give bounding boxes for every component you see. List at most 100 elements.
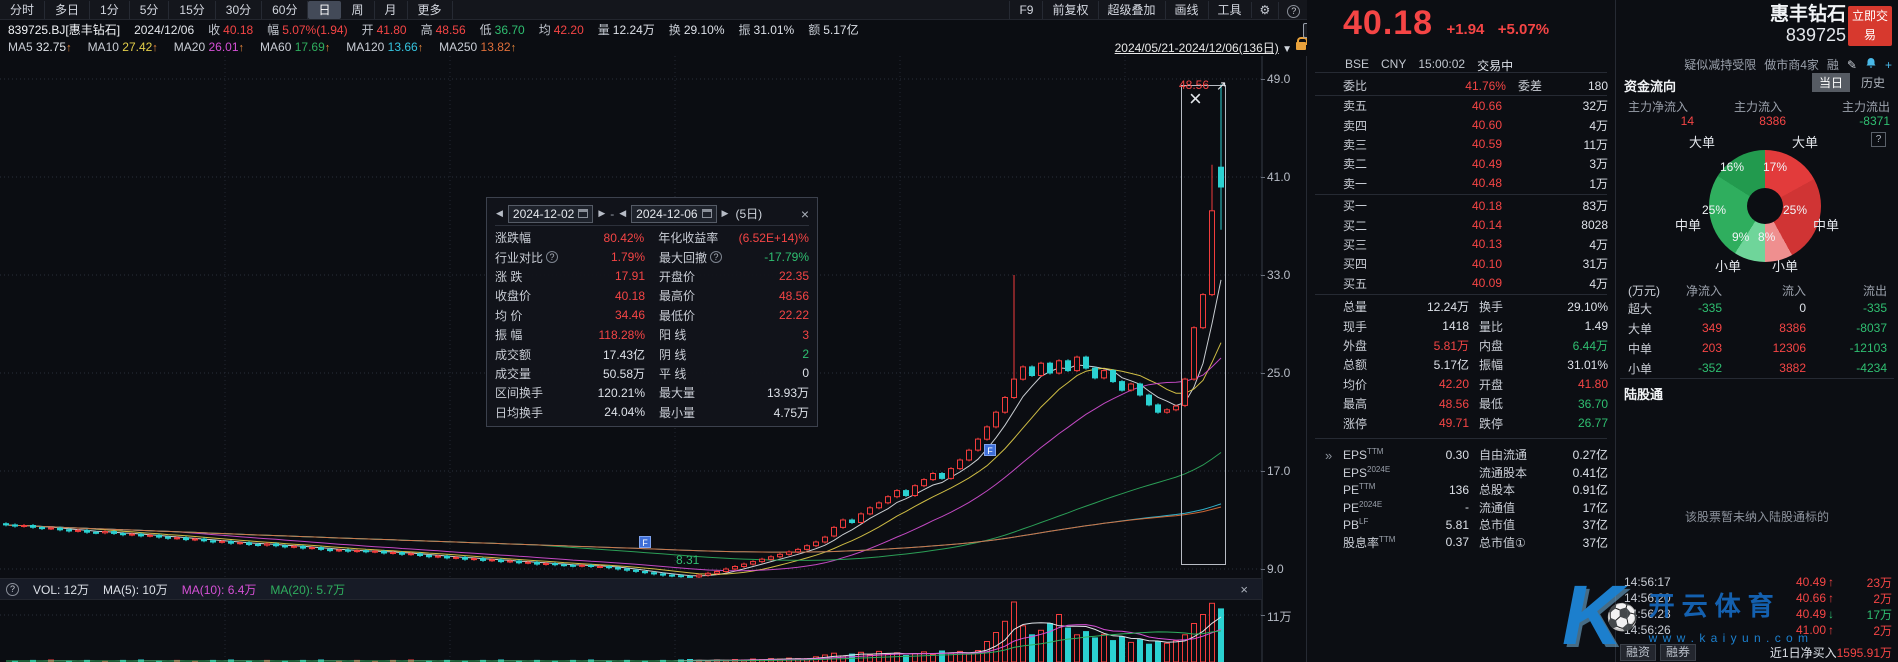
toolbar-tool[interactable]: 超级叠加 xyxy=(1097,1,1165,19)
period-tab[interactable]: 15分 xyxy=(169,0,216,19)
pencil-icon[interactable]: ✎ xyxy=(1846,57,1857,72)
period-tab[interactable]: 周 xyxy=(342,0,375,19)
pie-label: 小单 xyxy=(1715,259,1742,274)
tab-history[interactable]: 历史 xyxy=(1860,76,1885,90)
next-arrow-icon[interactable]: ▶ xyxy=(598,208,606,218)
tick-price: 40.49 ↓ xyxy=(1795,607,1834,621)
stat-row: PBLF 5.81 总市值 37亿 xyxy=(1307,516,1615,534)
period-tab[interactable]: 30分 xyxy=(216,0,263,19)
next-arrow-icon[interactable]: ▶ xyxy=(721,208,729,218)
period-tab[interactable]: 月 xyxy=(375,0,408,19)
tooltip-row: 成交量? 50.58万 平 线? 0 xyxy=(495,364,809,383)
prev-arrow-icon[interactable]: ◀ xyxy=(619,208,627,218)
cursor-cross-icon[interactable]: × xyxy=(1189,86,1202,111)
stat-value: 24.04% xyxy=(604,405,645,420)
info-field: 收 40.18 xyxy=(208,23,254,37)
level-label: 卖一 xyxy=(1343,176,1368,191)
period-tab[interactable]: 更多 xyxy=(408,0,453,19)
help-icon[interactable]: ? xyxy=(1278,1,1308,19)
info-field: 额 5.17亿 xyxy=(808,23,859,37)
order-book-row[interactable]: 卖二 40.49 3万 xyxy=(1307,154,1615,173)
stat-value: 12.24万 xyxy=(1426,300,1469,315)
period-tab[interactable]: 5分 xyxy=(130,0,170,19)
tooltip-row: 成交额? 17.43亿 阴 线? 2 xyxy=(495,344,809,363)
stat-value: 5.17亿 xyxy=(1433,358,1469,373)
inflow: 12306 xyxy=(1772,341,1806,355)
tick-row: 14:56:20 40.66 ↑ 2万 xyxy=(1616,590,1898,606)
help-icon[interactable]: ? xyxy=(1871,132,1886,147)
trade-date: 2024/12/06 xyxy=(134,22,195,37)
toolbar-tool[interactable]: 工具 xyxy=(1207,1,1251,19)
calendar-icon xyxy=(578,209,589,218)
help-icon[interactable]: ? xyxy=(6,582,19,596)
bid-levels: 买一 40.18 83万 买二 40.14 8028 买三 40.13 4万 买… xyxy=(1307,196,1615,293)
bell-icon[interactable] xyxy=(1865,57,1877,72)
date-to-input[interactable]: 2024-12-06 xyxy=(631,204,717,223)
stat-value: -17.79% xyxy=(764,250,809,265)
trade-now-button[interactable]: 立即交易 xyxy=(1848,6,1892,46)
period-tab[interactable]: 1分 xyxy=(90,0,130,19)
stat-label: 量比 xyxy=(1479,319,1504,334)
order-book-row[interactable]: 卖三 40.59 11万 xyxy=(1307,135,1615,154)
event-flag[interactable]: F xyxy=(984,444,996,456)
level-label: 卖二 xyxy=(1343,157,1368,172)
lock-icon[interactable] xyxy=(1296,37,1308,50)
stat-label: 流通股本 xyxy=(1479,465,1528,480)
candlestick-chart-pane[interactable]: 49.0 41.0 33.0 25.0 17.0 9.0 11万 ? VOL: … xyxy=(0,56,1306,662)
stat-label: 涨跌幅? xyxy=(495,231,532,246)
range-selection-box[interactable] xyxy=(1181,85,1226,565)
flow-type: 中单 xyxy=(1628,341,1653,356)
period-tab[interactable]: 多日 xyxy=(45,0,91,19)
volume-indicator-header: ? VOL: 12万 MA(5): 10万 MA(10): 6.4万 MA(20… xyxy=(0,578,1262,600)
toolbar-tool[interactable]: 画线 xyxy=(1164,1,1208,19)
divider xyxy=(1615,0,1616,662)
margin-buy-button[interactable]: 融资 xyxy=(1620,644,1657,661)
order-book-row[interactable]: 买四 40.10 31万 xyxy=(1307,254,1615,273)
tooltip-header: ◀ 2024-12-02 ▶ - ◀ 2024-12-06 ▶ (5日) × xyxy=(495,202,809,226)
tooltip-row: 收盘价? 40.18 最高价? 48.56 xyxy=(495,286,809,305)
up-arrow-icon: ↑ xyxy=(510,41,517,54)
direction-arrow-icon: ↑ xyxy=(1828,575,1834,589)
inflow: 3882 xyxy=(1779,361,1806,375)
add-icon[interactable]: + xyxy=(1884,57,1892,72)
stat-row: 股息率TTM 0.37 总市值① 37亿 xyxy=(1307,534,1615,552)
stat-label: 年化收益率? xyxy=(658,231,719,246)
order-book-row[interactable]: 买二 40.14 8028 xyxy=(1307,215,1615,234)
candlestick-chart[interactable] xyxy=(0,56,1306,662)
order-book-row[interactable]: 买三 40.13 4万 xyxy=(1307,235,1615,254)
period-tab[interactable]: 60分 xyxy=(262,0,309,19)
stat-label: PETTM xyxy=(1343,482,1376,498)
flow-type: 超大 xyxy=(1628,301,1653,316)
toolbar-tool[interactable]: 前复权 xyxy=(1042,1,1097,19)
order-book-row[interactable]: 买五 40.09 4万 xyxy=(1307,274,1615,293)
direction-arrow-icon: ↓ xyxy=(1828,607,1834,621)
stat-value: 1.79% xyxy=(610,250,645,265)
close-icon[interactable]: × xyxy=(800,205,809,222)
order-book-row[interactable]: 卖四 40.60 4万 xyxy=(1307,115,1615,134)
margin-sell-button[interactable]: 融券 xyxy=(1660,644,1697,661)
period-tab[interactable]: 日 xyxy=(308,0,341,19)
tooltip-row: 涨 跌? 17.91 开盘价? 22.35 xyxy=(495,267,809,286)
toolbar-tool[interactable]: F9 xyxy=(1009,1,1042,19)
expand-chevron-icon[interactable]: » xyxy=(1325,448,1333,463)
info-icon[interactable]: ? xyxy=(546,251,559,264)
ma-value: MA120 13.66↑ xyxy=(346,39,424,54)
resize-arrow-icon[interactable]: ↗ xyxy=(1216,78,1227,93)
prev-arrow-icon[interactable]: ◀ xyxy=(496,208,503,218)
valuation-stats: EPSTTM 0.30 自由流通 0.27亿 EPS2024E 流通股本 0.4… xyxy=(1307,446,1615,551)
order-book-row[interactable]: 卖五 40.66 32万 xyxy=(1307,96,1615,115)
net-flow: -335 xyxy=(1697,301,1722,315)
info-icon[interactable]: ? xyxy=(710,251,723,264)
event-flag[interactable]: F xyxy=(639,536,651,548)
tab-today[interactable]: 当日 xyxy=(1811,73,1850,92)
period-tab[interactable]: 分时 xyxy=(0,0,46,19)
date-range-control[interactable]: 2024/05/21-2024/12/06(136日) ▼ xyxy=(1114,41,1292,55)
price-axis-tick: 9.0 xyxy=(1261,562,1303,576)
order-book-row[interactable]: 买一 40.18 83万 xyxy=(1307,196,1615,215)
stat-label: 内盘 xyxy=(1479,338,1504,353)
order-book-row[interactable]: 卖一 40.48 1万 xyxy=(1307,174,1615,193)
close-icon[interactable]: × xyxy=(1240,581,1248,597)
gear-icon[interactable]: ⚙ xyxy=(1250,2,1279,18)
date-from-input[interactable]: 2024-12-02 xyxy=(507,204,594,223)
fund-table-row: 大单 349 8386 -8037 xyxy=(1616,318,1898,338)
